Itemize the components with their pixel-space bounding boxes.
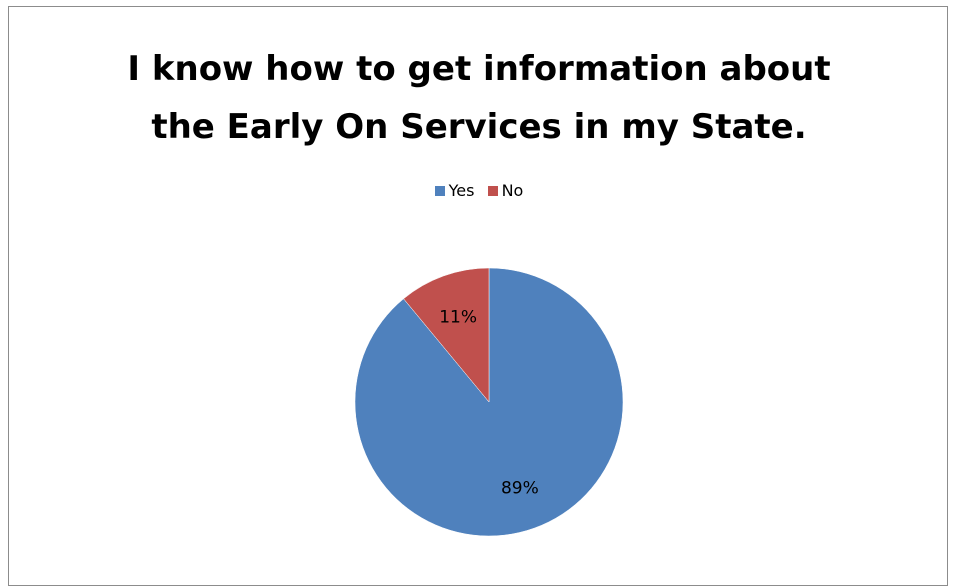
pie-slices — [354, 267, 624, 537]
legend-item-no: No — [487, 181, 524, 201]
pie-slice-no — [403, 267, 490, 403]
pie-labels: 89% 11% — [439, 307, 539, 498]
legend-swatch-yes — [434, 186, 445, 196]
pie-label-no: 11% — [439, 307, 477, 327]
legend-label-yes: Yes — [448, 181, 475, 200]
chart-title: I know how to get information about the … — [0, 40, 958, 156]
legend-label-no: No — [501, 181, 524, 200]
chart-legend: Yes No — [0, 181, 958, 201]
chart-title-line-1: I know how to get information about — [127, 49, 831, 89]
pie-label-yes: 89% — [501, 479, 539, 499]
legend-swatch-no — [487, 186, 498, 196]
legend-item-yes: Yes — [434, 181, 475, 201]
chart-title-line-2: the Early On Services in my State. — [151, 107, 807, 147]
